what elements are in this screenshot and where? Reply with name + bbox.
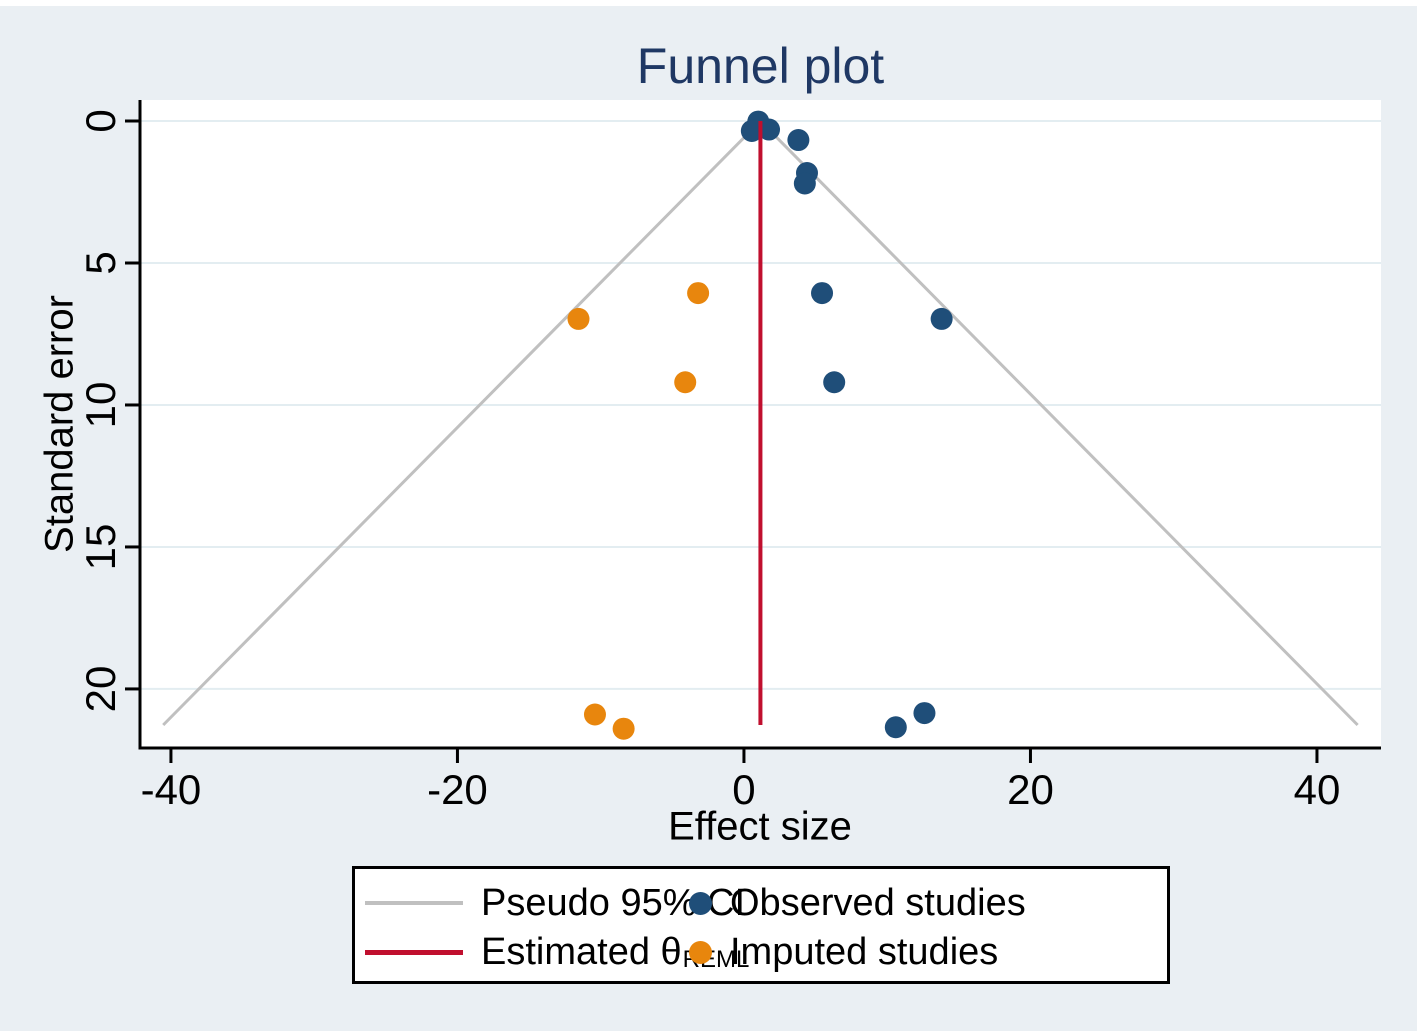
imputed-study-point — [612, 717, 635, 740]
y-tick-label: 0 — [77, 109, 124, 133]
legend-label-observed: Observed studies — [730, 881, 1026, 924]
page-top-border — [0, 0, 1417, 6]
imputed-study-point — [567, 307, 590, 330]
observed-study-point — [811, 282, 834, 305]
legend-item-imputed: Imputed studies — [689, 930, 998, 974]
y-tick-label: 10 — [77, 381, 124, 429]
legend-label-imputed: Imputed studies — [730, 930, 999, 973]
x-axis-title: Effect size — [668, 804, 852, 849]
pseudo-ci-key-line — [365, 901, 463, 905]
imputed-study-point — [674, 371, 697, 394]
observed-study-point — [740, 119, 763, 142]
observed-study-point — [930, 307, 953, 330]
chart-title: Funnel plot — [636, 38, 885, 94]
estimate-key-line — [365, 949, 463, 955]
observed-study-point — [823, 371, 846, 394]
plot-canvas — [125, 100, 1381, 763]
y-tick-label: 20 — [77, 665, 124, 713]
observed-study-point — [787, 129, 810, 152]
observed-study-point — [758, 118, 781, 141]
legend-item-estimate: Estimated θ REML — [365, 930, 749, 974]
legend-item-observed: Observed studies — [689, 881, 1026, 925]
legend: Pseudo 95% CI Estimated θ REML Observed s… — [352, 866, 1170, 984]
x-tick-label: 40 — [1293, 766, 1341, 813]
y-axis-title: Standard error — [37, 295, 82, 553]
pseudo-ci-line-right — [759, 119, 1359, 727]
imputed-study-point — [687, 282, 710, 305]
observed-key-dot — [689, 891, 712, 915]
observed-study-point — [793, 172, 816, 195]
x-tick-label: -20 — [427, 766, 488, 813]
y-tick-label: 15 — [77, 523, 124, 571]
observed-study-point — [913, 702, 936, 725]
x-tick-label: 0 — [732, 766, 756, 813]
imputed-key-dot — [689, 940, 712, 964]
imputed-study-point — [583, 703, 606, 726]
x-tick-label: -40 — [140, 766, 202, 813]
y-tick-label: 5 — [77, 251, 124, 275]
plot-area — [125, 100, 1381, 763]
legend-label-estimate: Estimated θ — [481, 930, 682, 973]
x-tick-label: 20 — [1007, 766, 1054, 813]
observed-study-point — [884, 716, 907, 739]
pseudo-ci-line-left — [162, 119, 762, 727]
